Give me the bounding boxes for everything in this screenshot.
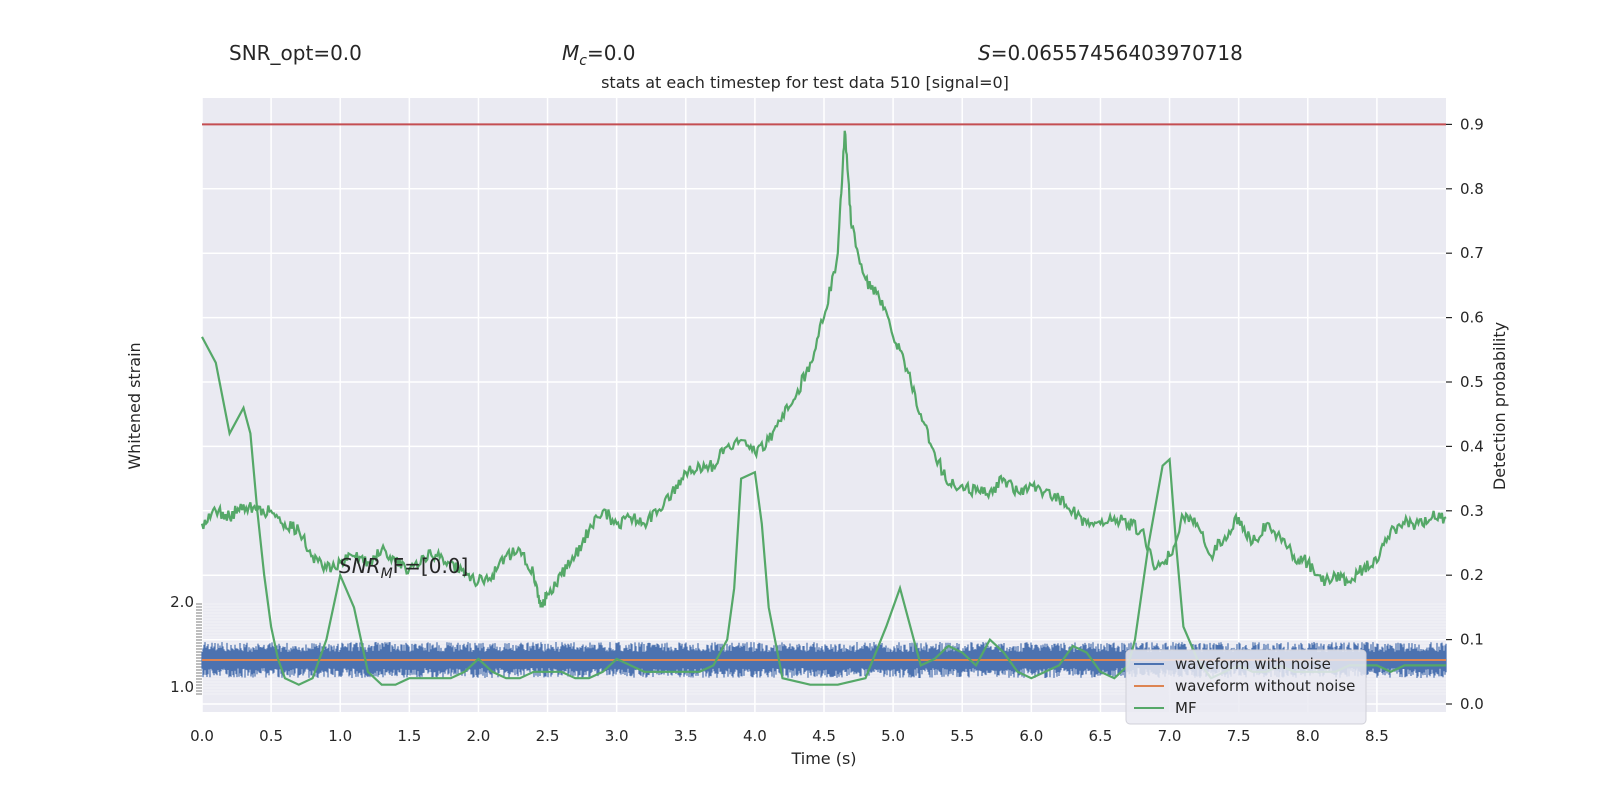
y-tick-label: 0.8 [1460, 180, 1484, 198]
legend: waveform with noise waveform without noi… [1125, 649, 1367, 725]
y-tick-label: 0.6 [1460, 309, 1484, 327]
legend-box [1125, 649, 1367, 725]
x-tick-label: 0.5 [259, 727, 283, 745]
x-tick-label: 2.5 [536, 727, 560, 745]
x-tick-label: 5.0 [881, 727, 905, 745]
chirp-mass-label: Mc=0.0 [562, 41, 636, 69]
y-tick-label: 0.1 [1460, 631, 1484, 649]
y-tick-label: 0.0 [1460, 695, 1484, 713]
x-tick-label: 1.0 [328, 727, 352, 745]
right-y-axis-label: Detection probability [1490, 322, 1509, 490]
y-tick-label: 0.7 [1460, 244, 1484, 262]
x-tick-label: 3.5 [674, 727, 698, 745]
detection-probability-line [200, 130, 1447, 608]
s-statistic-label: S=0.06557456403970718 [978, 41, 1243, 65]
x-tick-label: 6.5 [1089, 727, 1113, 745]
chart-title: stats at each timestep for test data 510… [601, 73, 1009, 92]
y-tick-label: 0.9 [1460, 115, 1484, 133]
y-tick-label: 0.5 [1460, 373, 1484, 391]
right-y-axis-ticks: 0.0 0.1 0.2 0.3 0.4 0.5 0.6 0.7 0.8 0.9 [1446, 115, 1484, 713]
legend-label-noise: waveform with noise [1175, 655, 1331, 673]
y-tick-label: 0.3 [1460, 502, 1484, 520]
left-y-tick-top: 2.0 [170, 593, 194, 611]
x-axis-ticks: 0.0 0.5 1.0 1.5 2.0 2.5 3.0 3.5 4.0 4.5 5.0 5.5 6.0 6… [190, 727, 1389, 745]
x-tick-label: 3.0 [605, 727, 629, 745]
x-tick-label: 1.5 [397, 727, 421, 745]
legend-label-clean: waveform without noise [1175, 677, 1355, 695]
x-tick-label: 8.0 [1296, 727, 1320, 745]
x-tick-label: 0.0 [190, 727, 214, 745]
left-y-axis-label: Whitened strain [125, 342, 144, 469]
x-tick-label: 4.0 [743, 727, 767, 745]
x-tick-label: 2.0 [467, 727, 491, 745]
x-tick-label: 6.0 [1019, 727, 1043, 745]
x-tick-label: 5.5 [950, 727, 974, 745]
snr-mf-annotation: SNRMF=[0.0] [339, 554, 468, 582]
x-tick-label: 7.0 [1158, 727, 1182, 745]
x-tick-label: 8.5 [1365, 727, 1389, 745]
left-y-tick-bottom: 1.0 [170, 678, 194, 696]
y-tick-label: 0.2 [1460, 566, 1484, 584]
snr-opt-label: SNR_opt=0.0 [229, 41, 362, 65]
x-tick-label: 7.5 [1227, 727, 1251, 745]
x-axis-label: Time (s) [790, 749, 856, 768]
x-tick-label: 4.5 [812, 727, 836, 745]
y-tick-label: 0.4 [1460, 437, 1484, 455]
legend-label-mf: MF [1175, 699, 1197, 717]
